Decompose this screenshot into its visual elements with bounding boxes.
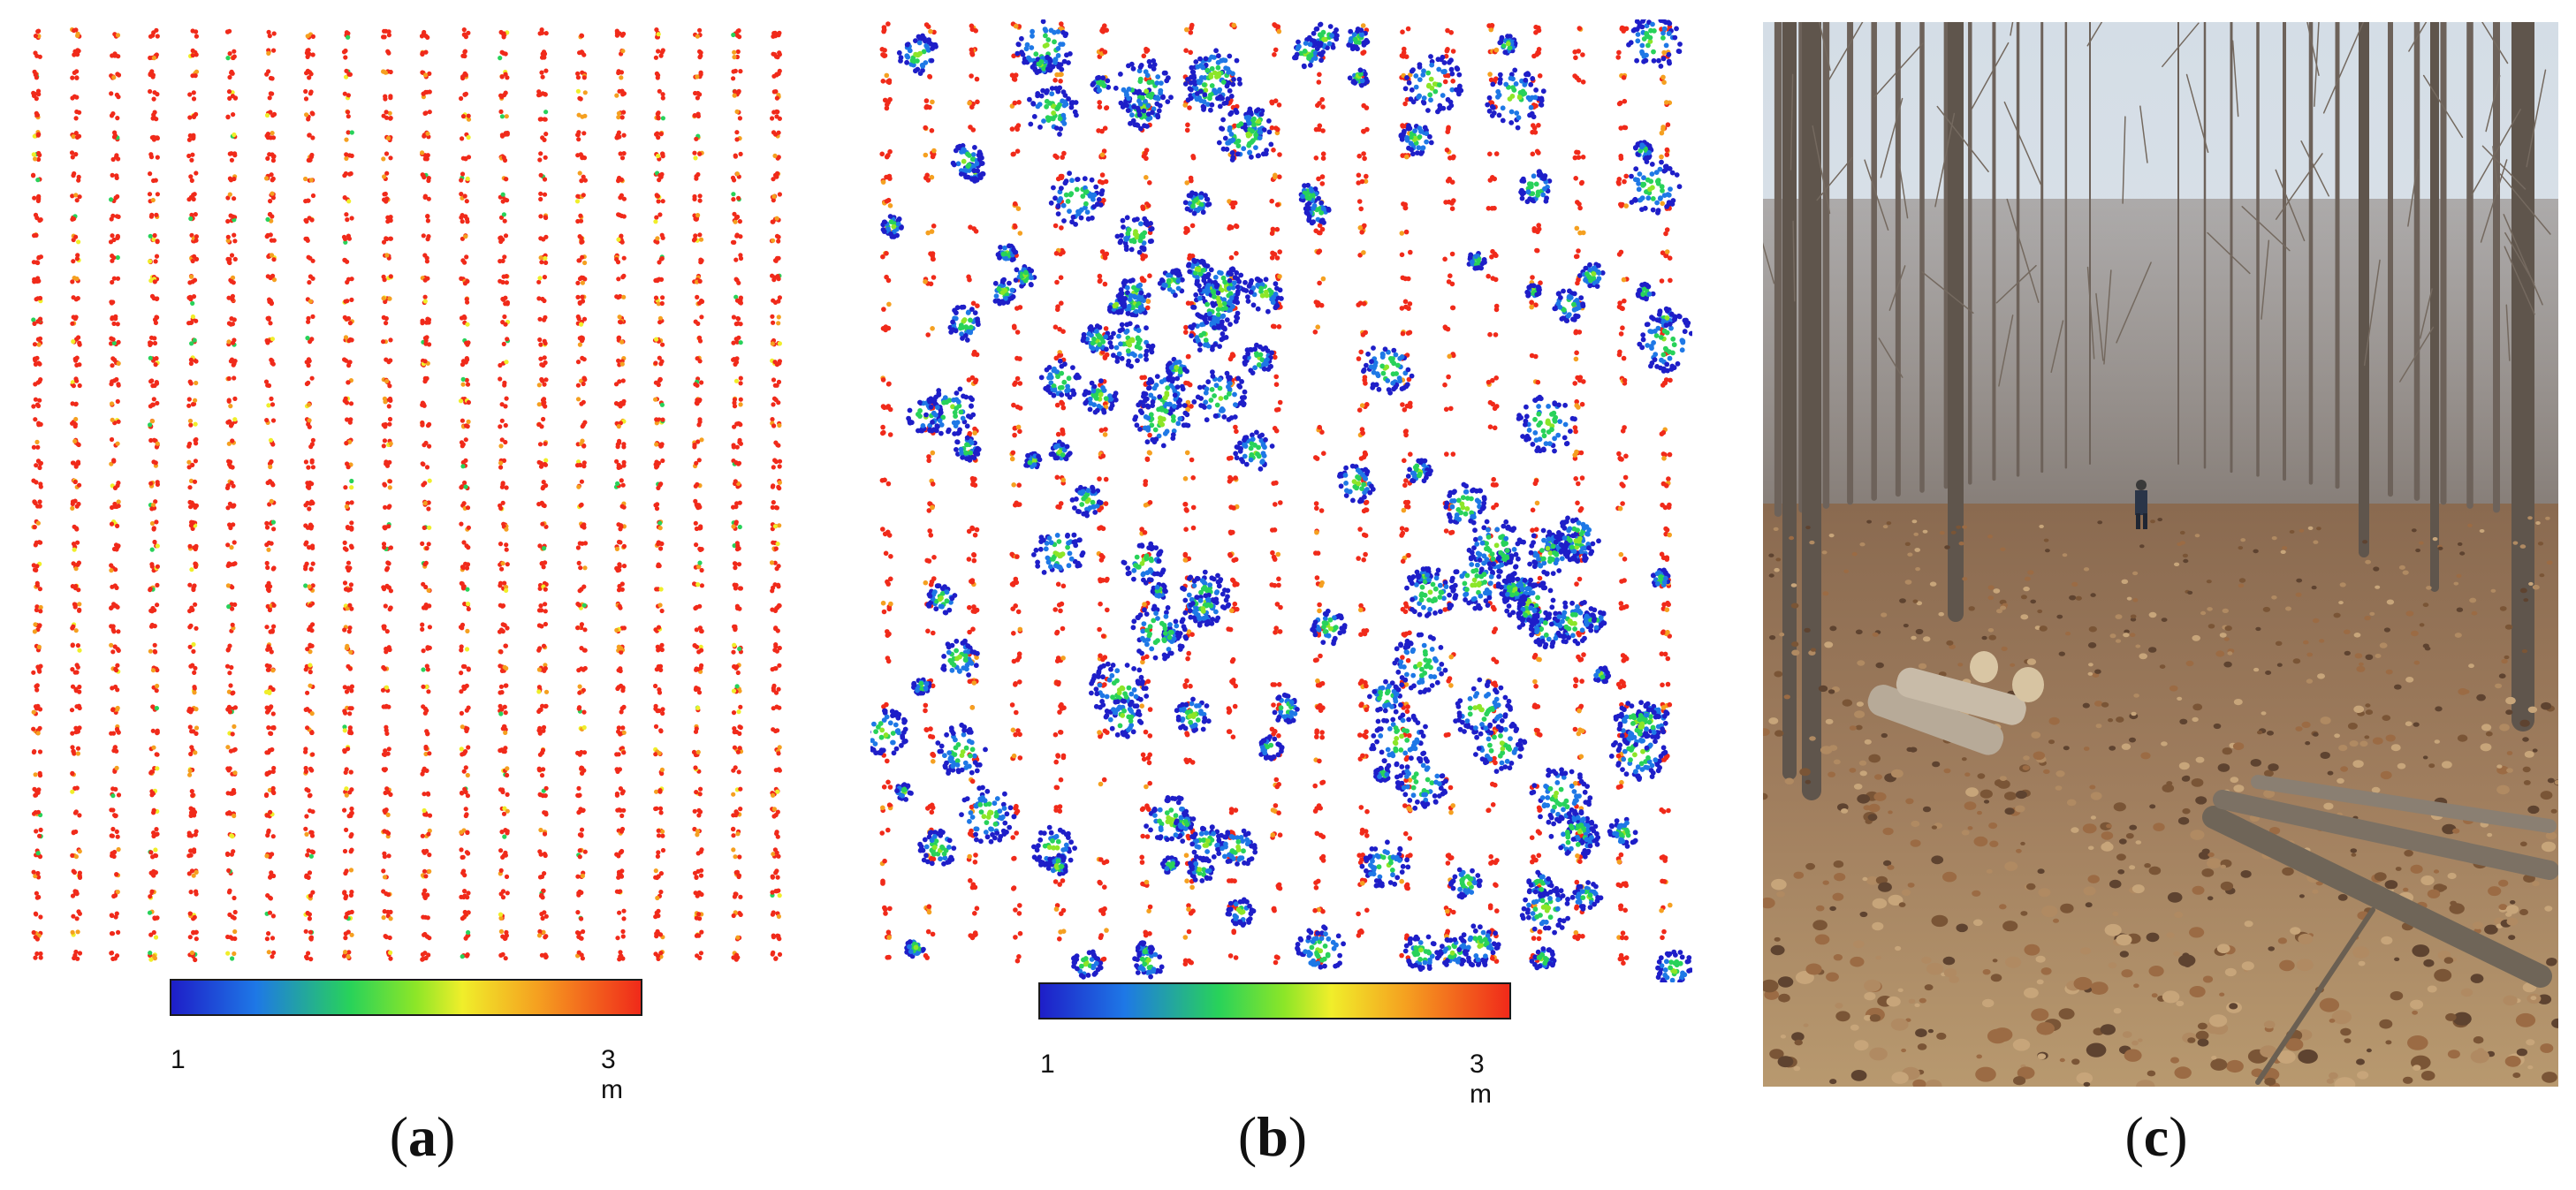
panel-label-c: (c) (2124, 1105, 2188, 1168)
tree-points-a (31, 27, 783, 963)
panel-label-a: (a) (389, 1105, 456, 1168)
understory-clusters-b (870, 19, 1692, 982)
leaf-litter (1763, 516, 2558, 1087)
point-cloud-plot-b (870, 19, 1692, 982)
colorbar-b-min-label: 1 (1040, 1050, 1055, 1079)
colorbar-b-max-label: 3 m (1470, 1050, 1492, 1109)
colorbar-a-min-label: 1 (171, 1045, 186, 1074)
panel-label-b: (b) (1237, 1105, 1308, 1168)
walking-person (2135, 480, 2147, 529)
forest-plantation-photo (1763, 22, 2558, 1087)
cut-logs (1867, 651, 2044, 755)
colorbar-b (1038, 982, 1511, 1019)
forest-plantation-illustration (1763, 22, 2558, 1087)
point-cloud-plot-a (31, 27, 783, 963)
colorbar-a-max-label: 3 m (601, 1045, 623, 1104)
fallen-logs (2202, 775, 2558, 1085)
tree-trunks (1763, 22, 2551, 800)
colorbar-a (170, 979, 642, 1016)
